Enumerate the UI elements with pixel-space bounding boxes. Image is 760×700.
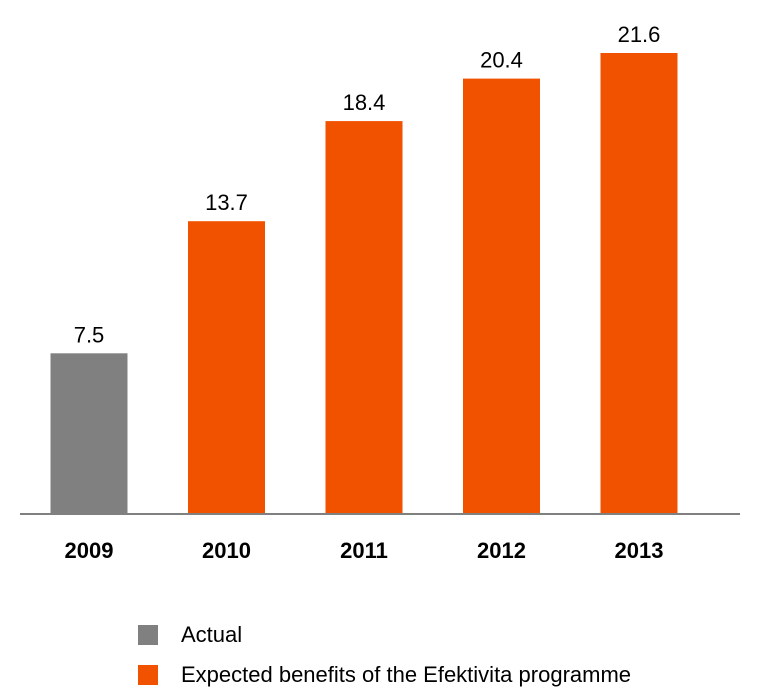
value-label-2010: 13.7 [205,190,248,215]
bar-2013 [600,53,678,513]
legend-item-actual: Actual [138,620,631,650]
value-label-2012: 20.4 [480,48,523,73]
legend-swatch-expected [138,665,158,685]
category-label-2011: 2011 [340,538,388,563]
value-label-2013: 21.6 [618,22,661,47]
legend-item-expected: Expected benefits of the Efektivita prog… [138,660,631,690]
legend-label-actual: Actual [181,622,243,647]
value-label-2011: 18.4 [343,90,386,115]
bar-chart: 7.5 13.7 18.4 20.4 21.6 2009 2010 2011 2012 2013 [20,22,740,563]
legend-label-expected: Expected benefits of the Efektivita prog… [181,662,632,687]
legend-swatch-actual [138,625,158,645]
legend: Actual Expected benefits of the Efektivi… [138,620,631,700]
category-labels-group: 2009 2010 2011 2012 2013 [65,538,664,563]
category-label-2010: 2010 [202,538,251,563]
value-label-2009: 7.5 [74,322,105,347]
bar-2010 [188,221,265,513]
value-labels-group: 7.5 13.7 18.4 20.4 21.6 [74,22,661,347]
category-label-2013: 2013 [615,538,664,563]
bar-2012 [463,78,540,513]
bar-2009 [50,353,128,513]
category-label-2009: 2009 [65,538,114,563]
bars-group [50,53,678,513]
category-label-2012: 2012 [477,538,526,563]
bar-2011 [325,121,403,513]
